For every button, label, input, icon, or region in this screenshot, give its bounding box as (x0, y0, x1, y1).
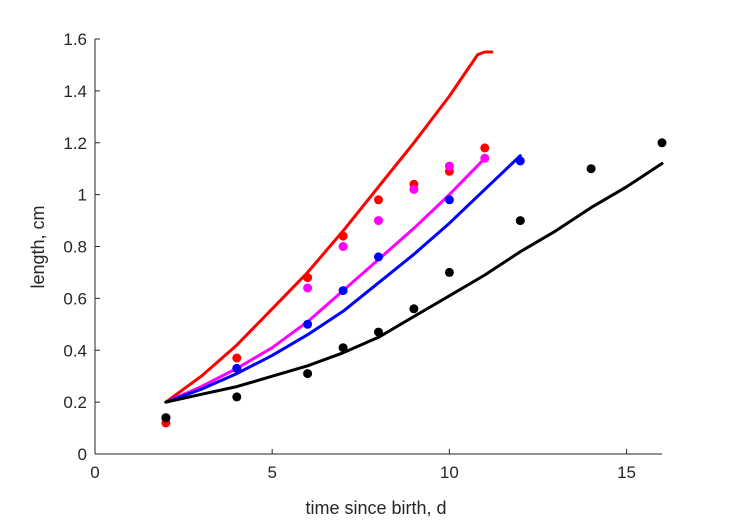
y-tick-label: 0.4 (63, 341, 87, 360)
series-3-line (164, 154, 522, 404)
series-1-point (374, 195, 383, 205)
series-3-point (444, 195, 454, 205)
series-1-point (303, 273, 313, 283)
y-tick-label: 0.8 (63, 238, 87, 257)
series-2-line (164, 156, 487, 404)
series-1-line (164, 50, 494, 404)
x-tick-label: 0 (90, 463, 99, 482)
series-1-point (480, 143, 490, 153)
series-4-point (444, 267, 454, 277)
y-tick-label: 0.2 (63, 393, 87, 412)
series-2-point (409, 184, 419, 194)
series-3-point (232, 363, 242, 373)
y-tick-label: 1 (78, 186, 87, 205)
plot-area (161, 50, 667, 428)
series-2-point (444, 161, 454, 171)
x-tick-label: 15 (617, 463, 636, 482)
series-3-point (303, 319, 313, 329)
y-axis-label: length, cm (28, 205, 48, 288)
series-4-line (164, 162, 664, 404)
x-tick-label: 10 (440, 463, 459, 482)
y-tick-label: 1.4 (63, 82, 87, 101)
series-4-point (303, 369, 313, 379)
series-4-point (515, 216, 525, 226)
x-axis-label: time since birth, d (305, 498, 446, 518)
series-3-point (374, 252, 383, 262)
y-tick-label: 1.6 (63, 30, 87, 49)
series-1-point (338, 231, 348, 241)
series-3-point (515, 156, 525, 166)
y-tick-label: 0 (78, 445, 87, 464)
axes: 0 5 10 15 0 0.2 0.4 0.6 0.8 1 1.2 1.4 1.6 (63, 30, 662, 482)
series-1-point (232, 353, 242, 363)
y-tick-label: 1.2 (63, 134, 87, 153)
x-tick-label: 5 (267, 463, 276, 482)
series-4-point (232, 392, 242, 402)
series-4-point (409, 304, 419, 314)
series-2-point (338, 242, 348, 251)
series-4-point (338, 343, 348, 353)
y-tick-label: 0.6 (63, 289, 87, 308)
series-2-point (374, 216, 383, 226)
series-2-point (303, 283, 313, 293)
series-4-point (374, 327, 383, 337)
series-3-point (338, 286, 348, 296)
series-4-point (657, 138, 667, 148)
series-4-point (586, 164, 596, 174)
series-2-point (480, 153, 490, 163)
series-4-point (161, 413, 171, 423)
